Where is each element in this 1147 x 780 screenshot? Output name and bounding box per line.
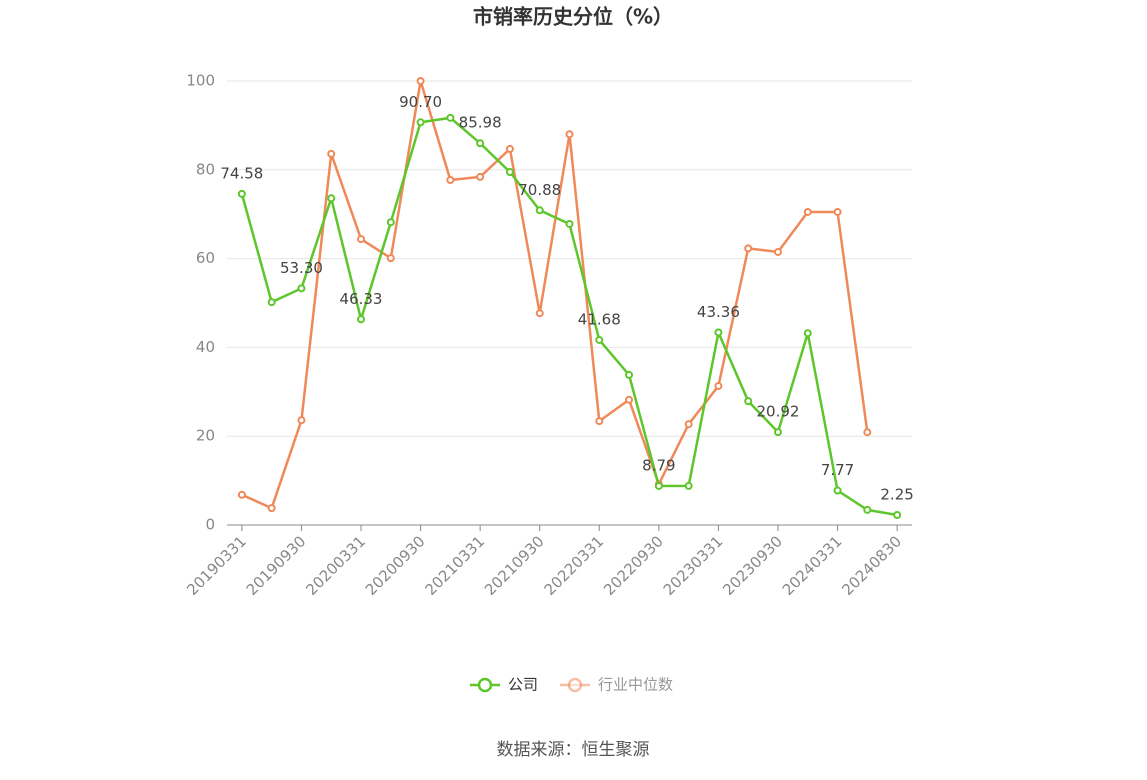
- y-tick-label: 60: [196, 249, 215, 267]
- point: [416, 77, 425, 85]
- x-tick-label: 20240830: [838, 532, 905, 599]
- data-label: 46.33: [340, 290, 383, 308]
- point: [684, 481, 693, 490]
- point: [714, 382, 723, 391]
- x-tick-label: 20190930: [243, 532, 310, 599]
- point: [744, 244, 753, 253]
- x-tick-label: 20190331: [183, 532, 250, 599]
- data-label: 8.79: [642, 456, 675, 474]
- data-label: 41.68: [578, 310, 621, 328]
- x-tick-label: 20220331: [541, 532, 608, 599]
- data-label: 43.36: [697, 303, 740, 321]
- x-tick-label: 20210331: [421, 532, 488, 599]
- point: [476, 172, 485, 181]
- point: [535, 309, 544, 318]
- x-tick-label: 20200331: [302, 532, 369, 599]
- point: [327, 194, 336, 203]
- point: [773, 247, 782, 256]
- x-tick-label: 20200930: [362, 532, 429, 599]
- x-tick-label: 20230930: [719, 532, 786, 599]
- point: [416, 118, 425, 127]
- point: [654, 481, 663, 490]
- legend-marker: [477, 677, 493, 693]
- source: 数据来源：恒生聚源: [497, 740, 650, 760]
- y-tick-label: 20: [196, 427, 215, 445]
- point: [744, 397, 753, 406]
- point: [833, 207, 842, 216]
- y-tick-label: 80: [196, 160, 215, 178]
- point: [386, 218, 395, 227]
- point: [595, 335, 604, 344]
- point: [863, 505, 872, 514]
- y-tick-label: 40: [196, 338, 215, 356]
- chart-title: 市销率历史分位（%）: [473, 5, 673, 29]
- point: [833, 486, 842, 495]
- data-label: 74.58: [220, 164, 263, 182]
- data-label: 90.70: [399, 93, 442, 111]
- point: [505, 144, 514, 153]
- point: [625, 395, 634, 404]
- point: [565, 219, 574, 228]
- y-tick-label: 100: [186, 72, 215, 90]
- point: [773, 428, 782, 437]
- legend-label: 公司: [508, 676, 538, 694]
- point: [237, 189, 246, 198]
- point: [803, 329, 812, 338]
- point: [714, 328, 723, 337]
- data-label: 7.77: [821, 461, 854, 479]
- x-tick-label: 20230331: [660, 532, 727, 599]
- data-label: 70.88: [518, 181, 561, 199]
- legend-label: 行业中位数: [598, 676, 673, 694]
- legend-marker: [567, 677, 583, 693]
- point: [505, 168, 514, 177]
- data-label: 20.92: [757, 403, 800, 421]
- point: [446, 113, 455, 122]
- point: [625, 370, 634, 379]
- point: [893, 511, 902, 520]
- point: [267, 298, 276, 307]
- point: [535, 206, 544, 215]
- point: [386, 254, 395, 263]
- point: [803, 207, 812, 216]
- point: [237, 490, 246, 499]
- series-line: [241, 80, 869, 510]
- x-tick-label: 20240331: [779, 532, 846, 599]
- point: [684, 420, 693, 429]
- point: [327, 149, 336, 158]
- data-label: 85.98: [459, 114, 502, 132]
- data-label: 2.25: [880, 486, 913, 504]
- y-tick-label: 0: [205, 516, 215, 534]
- x-tick-label: 20210930: [481, 532, 548, 599]
- data-label: 53.30: [280, 259, 323, 277]
- point: [863, 428, 872, 437]
- point: [446, 176, 455, 185]
- point: [357, 235, 366, 244]
- x-tick-label: 20220930: [600, 532, 667, 599]
- point: [297, 416, 306, 425]
- point: [476, 139, 485, 148]
- point: [297, 284, 306, 293]
- point: [595, 417, 604, 426]
- point: [565, 130, 574, 139]
- point: [267, 504, 276, 513]
- point: [357, 315, 366, 324]
